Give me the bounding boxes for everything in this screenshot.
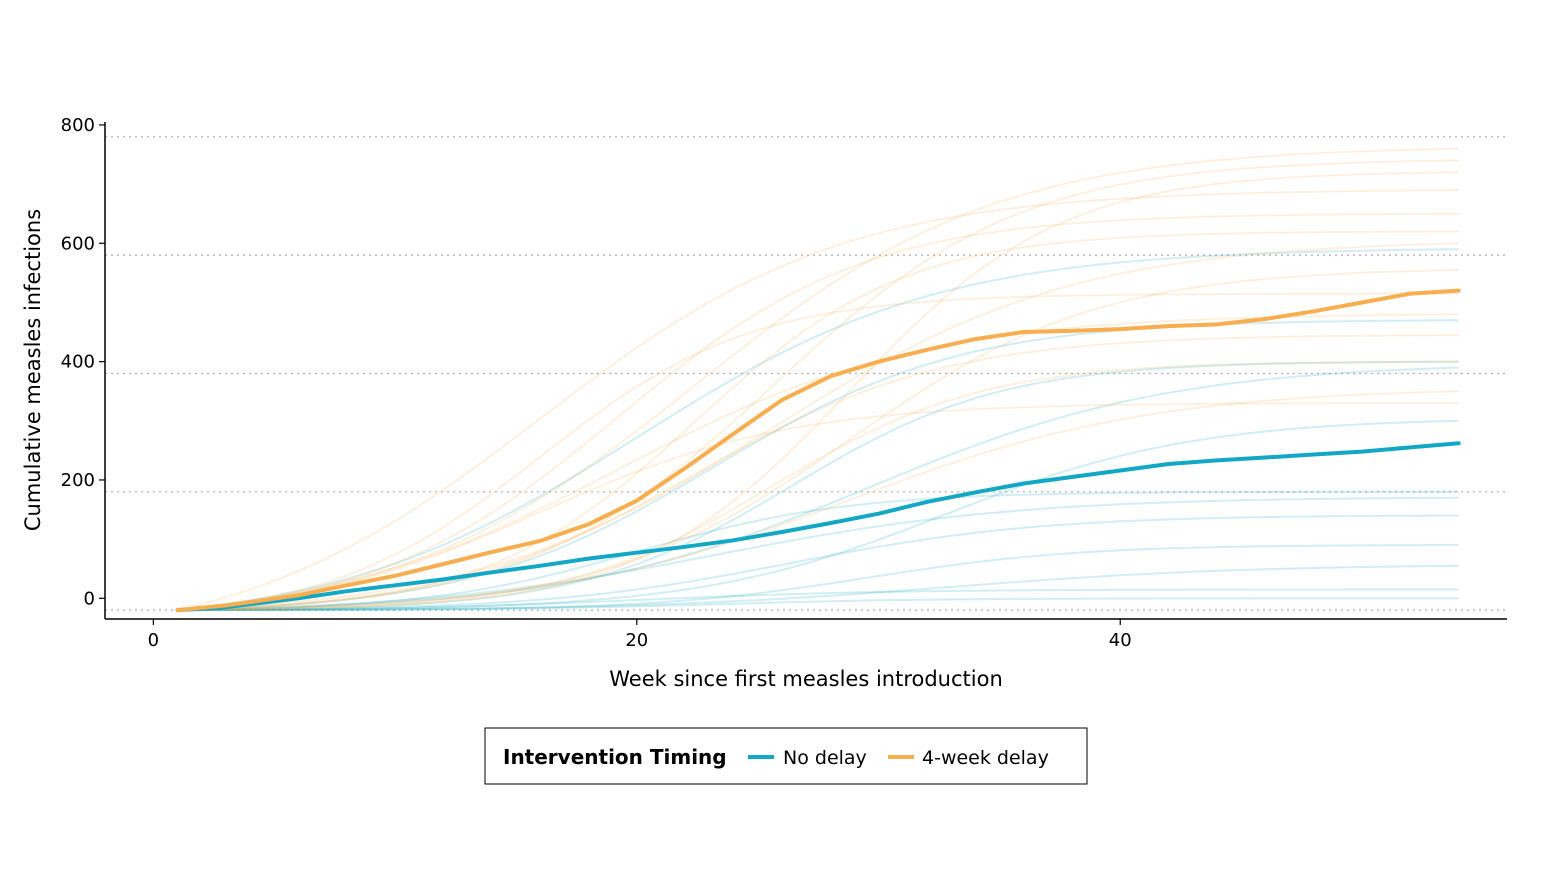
y-axis-title: Cumulative measles infections [21,209,45,531]
median-series-lines [175,288,1461,613]
x-tick-label-0: 0 [148,630,159,651]
y-tick-label-2: 400 [61,352,95,373]
legend-title: Intervention Timing [503,745,727,769]
y-tick-label-0: 0 [84,588,95,609]
simulation-run-7 [177,514,1459,612]
grid-lines [105,136,1507,611]
series-line-1 [175,288,1461,613]
simulation-run-13 [177,159,1459,612]
simulation-run-0 [177,248,1459,612]
simulation-run-14 [177,171,1459,612]
simulation-run-19 [177,268,1459,612]
simulation-run-24 [177,390,1459,612]
simulation-run-23 [177,360,1459,612]
simulation-run-2 [177,360,1459,612]
simulation-run-6 [177,496,1459,612]
simulation-run-20 [177,292,1459,612]
simulation-run-10 [177,588,1459,612]
y-tick-label-1: 200 [61,470,95,491]
simulation-run-12 [177,147,1459,612]
x-tick-label-1: 20 [625,630,648,651]
y-tick-label-4: 800 [61,115,95,136]
simulation-run-15 [177,189,1459,612]
simulation-run-1 [177,319,1459,612]
simulation-run-9 [177,564,1459,612]
legend-label-4-week-delay: 4-week delay [922,747,1049,769]
legend-box [484,727,1088,785]
y-tick-label-3: 600 [61,233,95,254]
simulation-run-4 [177,419,1459,612]
simulation-runs [177,147,1459,612]
series-line-0 [175,441,1461,613]
simulation-run-22 [177,334,1459,612]
x-tick-label-2: 40 [1109,630,1132,651]
simulation-run-17 [177,230,1459,612]
simulation-run-25 [177,402,1459,612]
tick-labels: 0 200 400 600 800 0 20 40 [61,115,1132,651]
legend: Intervention Timing No delay 4-week dela… [484,727,1088,785]
x-axis-title: Week since first measles introduction [609,667,1003,691]
axes [104,122,1507,620]
simulation-run-16 [177,212,1459,612]
simulation-run-3 [177,366,1459,612]
simulation-run-8 [177,544,1459,612]
simulation-run-21 [177,313,1459,612]
simulation-run-5 [177,490,1459,612]
simulation-run-11 [177,597,1459,612]
simulation-run-18 [177,242,1459,612]
legend-label-no-delay: No delay [783,747,867,769]
